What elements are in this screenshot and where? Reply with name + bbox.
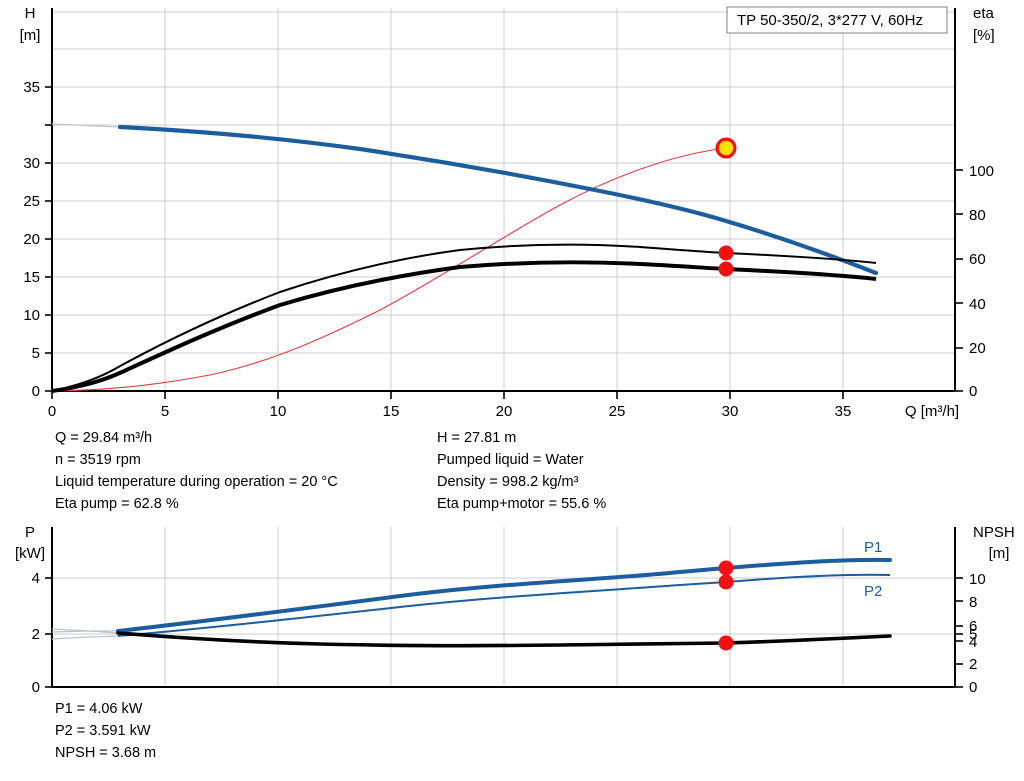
bottom-chart-right-ticks: [955, 577, 963, 688]
top-xtick-35: 35: [835, 403, 852, 420]
top-chart-x-ticks: [51, 391, 844, 399]
top-y2tick-100: 100: [969, 163, 994, 180]
bottom-y2tick-2: 2: [969, 656, 977, 673]
bottom-chart-y2-axis-title-line1: NPSH: [973, 524, 1015, 541]
top-chart-y-axis-title-line2: [m]: [20, 27, 41, 44]
p2-curve-ghost: [51, 635, 119, 640]
info-right-line-2: Pumped liquid = Water: [437, 452, 584, 468]
bottom-chart-group: 0 2 4 P [kW] 0 2 4 5 6 8 10 NPSH [m]: [15, 524, 1015, 696]
duty-point-eta-pump-motor-marker: [718, 261, 734, 277]
p2-curve: [117, 573, 891, 637]
bottom-chart-y-axis-title-line2: [kW]: [15, 545, 45, 562]
top-ytick-10: 10: [23, 307, 40, 324]
p1-series-label: P1: [864, 539, 882, 556]
top-ytick-25: 25: [23, 193, 40, 210]
bottom-ytick-4: 4: [32, 570, 40, 587]
bottom-y2tick-4: 4: [969, 634, 977, 651]
npsh-curve-ghost: [51, 628, 119, 634]
top-ytick-30: 30: [23, 155, 40, 172]
operating-data-block: Q = 29.84 m³/h n = 3519 rpm Liquid tempe…: [55, 430, 606, 512]
top-xtick-5: 5: [161, 403, 169, 420]
info-bottom-line-1: P1 = 4.06 kW: [55, 701, 143, 717]
top-xtick-10: 10: [270, 403, 287, 420]
info-bottom-line-2: P2 = 3.591 kW: [55, 723, 151, 739]
duty-point-p2-marker: [718, 574, 734, 590]
system-curve: [51, 147, 727, 392]
bottom-ytick-0: 0: [32, 679, 40, 696]
top-ytick-0: 0: [32, 383, 40, 400]
bottom-ytick-2: 2: [32, 626, 40, 643]
head-curve: [117, 124, 879, 276]
top-xtick-20: 20: [496, 403, 513, 420]
top-y2tick-80: 80: [969, 207, 986, 224]
npsh-curve: [116, 631, 892, 648]
bottom-y2tick-8: 8: [969, 594, 977, 611]
top-xtick-25: 25: [609, 403, 626, 420]
top-chart-x-axis-title: Q [m³/h]: [905, 403, 959, 420]
top-ytick-20: 20: [23, 231, 40, 248]
top-xtick-0: 0: [48, 403, 56, 420]
duty-point-npsh-marker: [718, 635, 734, 651]
bottom-y2tick-10: 10: [969, 571, 986, 588]
top-chart-y2-axis-title-line2: [%]: [973, 27, 995, 44]
bottom-y2tick-0: 0: [969, 679, 977, 696]
info-left-line-1: Q = 29.84 m³/h: [55, 430, 152, 446]
top-chart-group: 0 5 10 15 20 25 30 35 H [m] 0 20 40 60 8…: [20, 5, 995, 420]
p2-series-label: P2: [864, 583, 882, 600]
info-left-line-2: n = 3519 rpm: [55, 452, 141, 468]
info-bottom-line-3: NPSH = 3.68 m: [55, 745, 156, 761]
top-y2tick-20: 20: [969, 340, 986, 357]
top-y2tick-60: 60: [969, 251, 986, 268]
top-ytick-15: 15: [23, 269, 40, 286]
chart-title: TP 50-350/2, 3*277 V, 60Hz: [737, 12, 923, 29]
bottom-chart-gridlines: [52, 527, 955, 687]
info-right-line-1: H = 27.81 m: [437, 430, 516, 446]
top-xtick-15: 15: [383, 403, 400, 420]
duty-point-p1-marker: [718, 560, 734, 576]
info-left-line-3: Liquid temperature during operation = 20…: [55, 474, 338, 490]
power-data-block: P1 = 4.06 kW P2 = 3.591 kW NPSH = 3.68 m: [55, 701, 156, 761]
eta-pump-motor-curve: [51, 260, 877, 393]
info-right-line-4: Eta pump+motor = 55.6 %: [437, 496, 606, 512]
info-right-line-3: Density = 998.2 kg/m³: [437, 474, 579, 490]
info-left-line-4: Eta pump = 62.8 %: [55, 496, 179, 512]
bottom-y2tick-6: 6: [969, 618, 977, 635]
top-ytick-35: 35: [23, 79, 40, 96]
top-y2tick-40: 40: [969, 296, 986, 313]
bottom-chart-y-axis-title-line1: P: [25, 524, 35, 541]
top-chart-y2-axis-title-line1: eta: [973, 5, 995, 22]
duty-point-head-marker: [718, 140, 734, 156]
bottom-chart-left-ticks: [45, 577, 52, 688]
bottom-y2tick-5: 5: [969, 626, 977, 643]
p1-curve: [116, 557, 892, 633]
chart-title-box: [726, 6, 948, 34]
top-chart-right-ticks: [955, 169, 963, 392]
top-chart-y-axis-title-line1: H: [25, 5, 36, 22]
top-xtick-30: 30: [722, 403, 739, 420]
duty-point-eta-pump-marker: [718, 245, 734, 261]
top-chart-left-ticks: [45, 86, 52, 392]
top-ytick-5: 5: [32, 345, 40, 362]
bottom-chart-y2-axis-title-line2: [m]: [989, 545, 1010, 562]
top-y2tick-0: 0: [969, 383, 977, 400]
top-chart-gridlines: [52, 8, 955, 391]
